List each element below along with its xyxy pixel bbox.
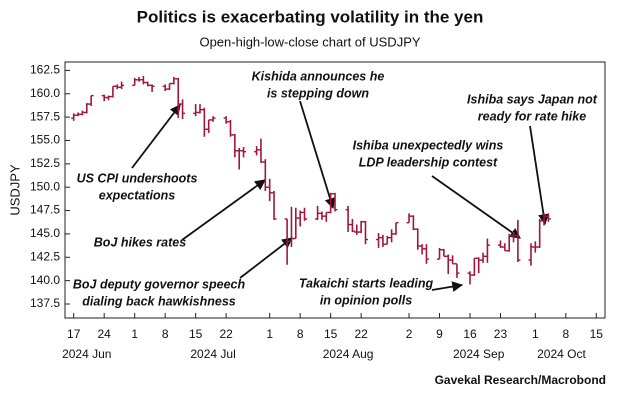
y-tick-label: 157.5: [30, 109, 60, 123]
x-tick-label: 1: [266, 327, 273, 341]
y-tick-label: 162.5: [30, 63, 60, 77]
arrow: [181, 179, 266, 241]
annotation: BoJ hikes rates: [94, 235, 186, 249]
arrows: [131, 100, 549, 292]
annotation: is stepping down: [267, 86, 369, 100]
annotation: expectations: [99, 188, 175, 202]
y-tick-label: 152.5: [30, 156, 60, 170]
x-tick-label: 8: [162, 327, 169, 341]
y-tick-label: 140.0: [30, 273, 60, 287]
month-label: 2024 Jun: [62, 347, 111, 361]
annotation: Kishida announces he: [252, 69, 385, 83]
y-tick-label: 145.0: [30, 226, 60, 240]
annotation: US CPI undershoots: [77, 171, 198, 185]
x-tick-label: 22: [219, 327, 233, 341]
chart-subtitle: Open-high-low-close chart of USDJPY: [199, 34, 420, 49]
x-tick-label: 2: [406, 327, 413, 341]
x-tick-label: 9: [436, 327, 443, 341]
arrow: [131, 104, 181, 169]
annotation: Ishiba unexpectedly wins: [353, 138, 504, 152]
arrow: [431, 175, 521, 239]
arrow: [239, 237, 293, 279]
x-tick-label: 8: [297, 327, 304, 341]
annotation: Takaichi starts leading: [299, 276, 434, 290]
arrow: [529, 125, 549, 226]
annotation: dialing back hawkishness: [82, 294, 236, 308]
x-tick-label: 24: [98, 327, 112, 341]
month-label: 2024 Aug: [323, 347, 374, 361]
annotation: in opinion polls: [320, 293, 412, 307]
month-label: 2024 Sep: [453, 347, 505, 361]
x-tick-label: 8: [562, 327, 569, 341]
x-tick-label: 22: [354, 327, 368, 341]
y-tick-label: 155.0: [30, 133, 60, 147]
arrow: [431, 281, 464, 292]
y-axis-label: USDJPY: [7, 164, 22, 216]
annotation: ready for rate hike: [478, 109, 586, 123]
annotation: Ishiba says Japan not: [467, 92, 598, 106]
x-tick-label: 1: [532, 327, 539, 341]
y-tick-label: 142.5: [30, 249, 60, 263]
x-tick-label: 17: [67, 327, 81, 341]
x-tick-label: 15: [189, 327, 203, 341]
y-tick-label: 160.0: [30, 86, 60, 100]
y-tick-label: 137.5: [30, 296, 60, 310]
annotation: BoJ deputy governor speech: [73, 277, 246, 291]
x-tick-label: 15: [590, 327, 604, 341]
x-tick-label: 15: [324, 327, 338, 341]
plot-frame: [64, 61, 606, 319]
source: Gavekal Research/Macrobond: [435, 373, 606, 387]
arrow: [299, 100, 336, 210]
y-tick-label: 147.5: [30, 203, 60, 217]
x-tick-label: 23: [494, 327, 508, 341]
month-label: 2024 Oct: [537, 347, 586, 361]
annotation: LDP leadership contest: [359, 155, 498, 169]
chart-title: Politics is exacerbating volatility in t…: [137, 7, 484, 26]
y-tick-label: 150.0: [30, 179, 60, 193]
x-tick-label: 16: [463, 327, 477, 341]
x-tick-label: 1: [131, 327, 138, 341]
month-label: 2024 Jul: [190, 347, 235, 361]
